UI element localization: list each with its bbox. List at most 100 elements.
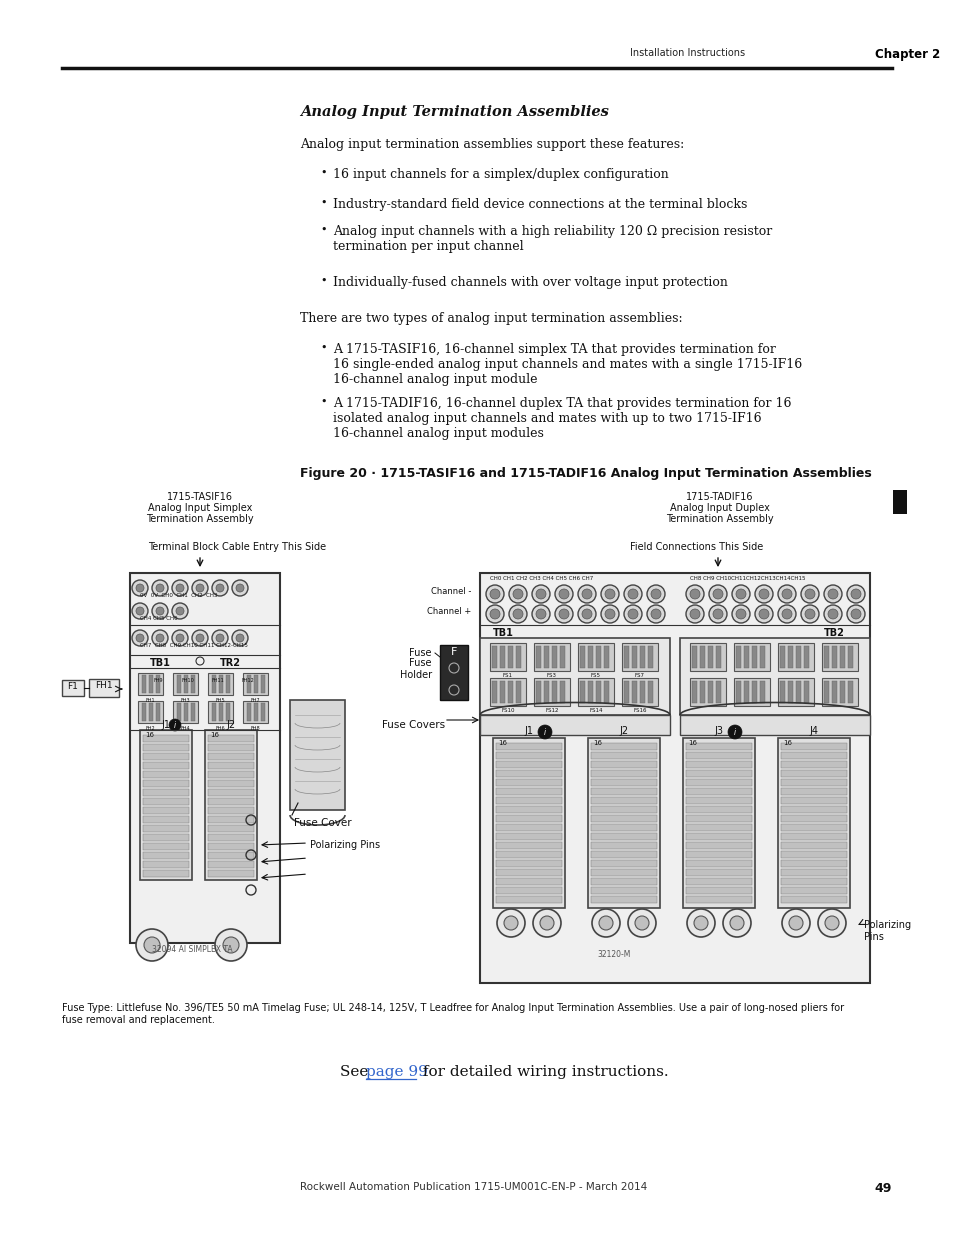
Bar bbox=[587, 646, 593, 668]
Bar bbox=[590, 769, 657, 777]
Bar bbox=[156, 703, 160, 721]
Bar bbox=[733, 678, 769, 706]
Circle shape bbox=[132, 603, 148, 619]
Bar bbox=[496, 806, 561, 813]
Bar bbox=[780, 680, 784, 703]
Bar bbox=[781, 851, 846, 858]
Circle shape bbox=[156, 634, 164, 642]
Bar bbox=[716, 646, 720, 668]
Bar bbox=[496, 797, 561, 804]
Text: TB2: TB2 bbox=[823, 629, 844, 638]
Circle shape bbox=[804, 589, 814, 599]
Bar bbox=[735, 680, 740, 703]
Circle shape bbox=[192, 580, 208, 597]
Bar bbox=[496, 743, 561, 750]
Bar bbox=[490, 643, 525, 671]
Text: J3: J3 bbox=[714, 726, 722, 736]
Bar bbox=[89, 679, 119, 697]
Text: page 99: page 99 bbox=[366, 1065, 428, 1079]
Circle shape bbox=[686, 909, 714, 937]
Bar bbox=[685, 860, 751, 867]
Bar bbox=[208, 834, 253, 841]
Bar bbox=[590, 824, 657, 831]
Bar bbox=[781, 761, 846, 768]
Text: 16: 16 bbox=[687, 740, 697, 746]
Circle shape bbox=[623, 605, 641, 622]
Circle shape bbox=[604, 609, 615, 619]
Bar bbox=[143, 735, 189, 742]
Text: J1: J1 bbox=[161, 720, 171, 730]
Text: Channel +: Channel + bbox=[426, 606, 471, 616]
Bar bbox=[795, 680, 801, 703]
Text: CH0 CH1 CH2 CH3 CH4 CH5 CH6 CH7: CH0 CH1 CH2 CH3 CH4 CH5 CH6 CH7 bbox=[490, 576, 593, 580]
Text: •: • bbox=[319, 275, 326, 287]
Text: i: i bbox=[733, 727, 736, 737]
Circle shape bbox=[136, 634, 144, 642]
Bar bbox=[823, 646, 828, 668]
Bar bbox=[496, 878, 561, 885]
Bar bbox=[685, 897, 751, 903]
Bar bbox=[208, 816, 253, 823]
Bar bbox=[647, 646, 652, 668]
Circle shape bbox=[536, 609, 545, 619]
Bar bbox=[781, 815, 846, 823]
Bar bbox=[247, 703, 251, 721]
Circle shape bbox=[485, 585, 503, 603]
Text: Terminal Block Cable Entry This Side: Terminal Block Cable Entry This Side bbox=[148, 542, 326, 552]
Text: A 1715-TADIF16, 16-channel duplex TA that provides termination for 16
isolated a: A 1715-TADIF16, 16-channel duplex TA tha… bbox=[333, 396, 791, 440]
Bar bbox=[191, 703, 194, 721]
Text: Figure 20 · 1715-TASIF16 and 1715-TADIF16 Analog Input Termination Assemblies: Figure 20 · 1715-TASIF16 and 1715-TADIF1… bbox=[299, 467, 871, 480]
Text: 1715-TADIF16: 1715-TADIF16 bbox=[685, 492, 753, 501]
Bar bbox=[685, 797, 751, 804]
Bar bbox=[685, 806, 751, 813]
Bar bbox=[831, 680, 836, 703]
Bar bbox=[208, 844, 253, 850]
Bar bbox=[290, 700, 345, 810]
Text: •: • bbox=[319, 168, 326, 178]
Bar bbox=[479, 638, 669, 715]
Bar bbox=[578, 678, 614, 706]
Circle shape bbox=[685, 585, 703, 603]
Circle shape bbox=[708, 605, 726, 622]
Text: Polarizing
Pins: Polarizing Pins bbox=[863, 920, 910, 941]
Circle shape bbox=[232, 630, 248, 646]
Bar bbox=[208, 762, 253, 769]
Bar bbox=[578, 643, 614, 671]
Text: Rockwell Automation Publication 1715-UM001C-EN-P - March 2014: Rockwell Automation Publication 1715-UM0… bbox=[299, 1182, 646, 1192]
Bar bbox=[552, 646, 557, 668]
Bar bbox=[700, 646, 704, 668]
Bar bbox=[496, 851, 561, 858]
Circle shape bbox=[532, 605, 550, 622]
Text: FS5: FS5 bbox=[590, 673, 600, 678]
Circle shape bbox=[754, 585, 772, 603]
Bar bbox=[685, 842, 751, 848]
Bar bbox=[208, 743, 253, 751]
Circle shape bbox=[581, 589, 592, 599]
Text: Industry-standard field device connections at the terminal blocks: Industry-standard field device connectio… bbox=[333, 198, 746, 211]
Circle shape bbox=[214, 929, 247, 961]
Bar bbox=[647, 680, 652, 703]
Text: There are two types of analog input termination assemblies:: There are two types of analog input term… bbox=[299, 312, 682, 325]
Bar bbox=[143, 825, 189, 832]
Bar bbox=[579, 680, 584, 703]
Circle shape bbox=[781, 609, 791, 619]
Bar bbox=[143, 743, 189, 751]
Circle shape bbox=[685, 605, 703, 622]
Circle shape bbox=[192, 630, 208, 646]
Circle shape bbox=[513, 609, 522, 619]
Bar bbox=[685, 779, 751, 785]
Bar bbox=[534, 643, 569, 671]
Bar bbox=[496, 779, 561, 785]
Text: Analog input channels with a high reliability 120 Ω precision resistor
terminati: Analog input channels with a high reliab… bbox=[333, 225, 771, 253]
Bar bbox=[208, 753, 253, 760]
Circle shape bbox=[509, 585, 526, 603]
Bar bbox=[590, 779, 657, 785]
Bar bbox=[780, 646, 784, 668]
Bar bbox=[479, 573, 869, 983]
Circle shape bbox=[223, 937, 239, 953]
Circle shape bbox=[195, 584, 204, 592]
Bar bbox=[781, 824, 846, 831]
Bar bbox=[507, 646, 513, 668]
Circle shape bbox=[485, 605, 503, 622]
Bar bbox=[603, 680, 608, 703]
